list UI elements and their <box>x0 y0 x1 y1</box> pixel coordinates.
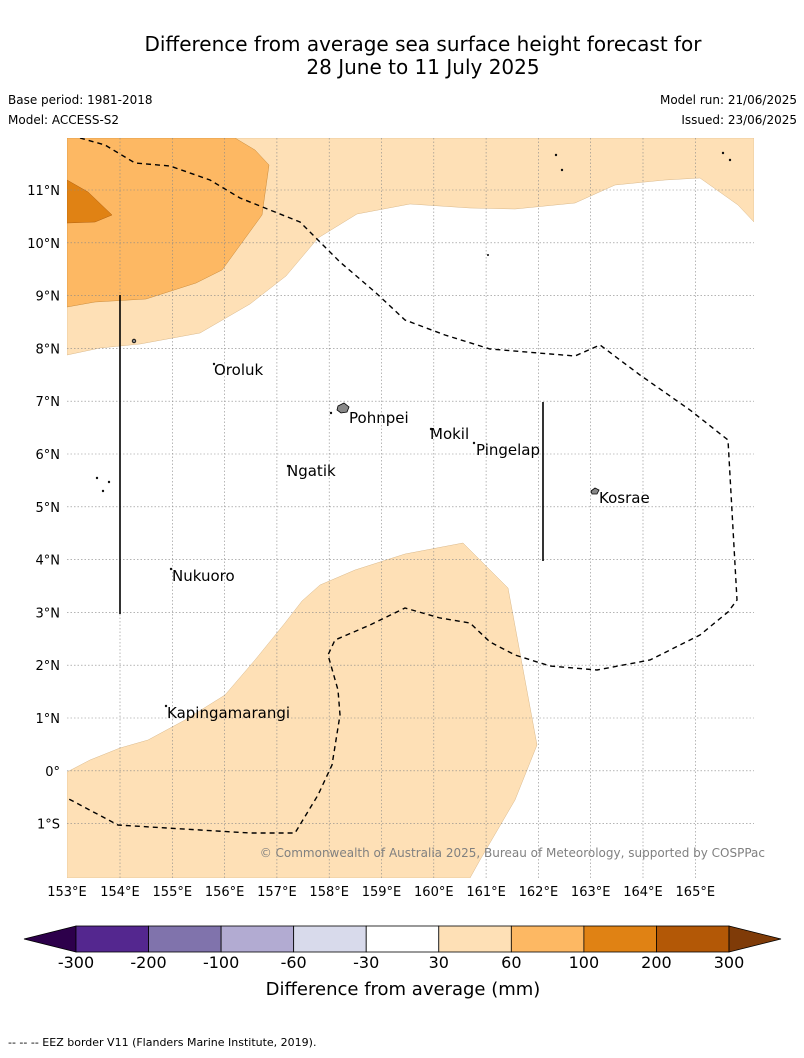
longitude-labels: 153°E 154°E 155°E 156°E 157°E 158°E 159°E 160°E… <box>47 885 715 900</box>
anomaly-region-60-100 <box>67 138 270 308</box>
colorbar-segment <box>656 925 730 953</box>
place-label-kosrae: Kosrae <box>599 489 650 507</box>
colorbar-tick-label: 300 <box>714 953 745 972</box>
lon-tick-label: 155°E <box>153 885 193 900</box>
lon-tick-label: 164°E <box>623 885 663 900</box>
latitude-labels: 11°N 10°N 9°N 8°N 7°N 6°N 5°N 4°N 3°N 2°N 1°N 0° 1°S <box>27 184 60 833</box>
place-labels: Oroluk Pohnpei Mokil Pingelap Ngatik Kos… <box>167 361 650 722</box>
small-island <box>560 168 564 172</box>
colorbar-over-arrow <box>728 925 782 953</box>
lon-tick-label: 156°E <box>205 885 245 900</box>
colorbar-segment <box>438 925 512 953</box>
small-island <box>486 253 489 256</box>
colorbar-tick-label: -300 <box>58 953 94 972</box>
islands <box>95 151 732 708</box>
nukuoro-atoll <box>169 567 173 571</box>
colorbar-segment <box>75 925 149 953</box>
colorbar-tick-label: -200 <box>130 953 166 972</box>
lon-tick-label: 165°E <box>676 885 716 900</box>
issued-date: Issued: 23/06/2025 <box>681 113 797 127</box>
colorbar-tick-labels: -300 -200 -100 -60 -30 30 60 100 200 300 <box>58 953 744 972</box>
small-island <box>107 480 111 484</box>
kapingamarangi-atoll <box>164 704 168 708</box>
lon-tick-label: 154°E <box>100 885 140 900</box>
place-label-kapingamarangi: Kapingamarangi <box>167 704 290 722</box>
colorbar-tick-label: 100 <box>569 953 600 972</box>
place-label-ngatik: Ngatik <box>287 462 336 480</box>
title-line-2: 28 June to 11 July 2025 <box>306 55 540 79</box>
colorbar-tick-label: 60 <box>501 953 521 972</box>
lat-tick-label: 0° <box>45 765 60 780</box>
pingelap-atoll <box>472 441 476 445</box>
eez-footnote: -- -- -- EEZ border V11 (Flanders Marine… <box>8 1036 317 1049</box>
colorbar-tick-label: 200 <box>641 953 672 972</box>
chart-title: Difference from average sea surface heig… <box>0 33 804 79</box>
model-name: Model: ACCESS-S2 <box>8 113 120 127</box>
pohnpei-island <box>336 402 350 414</box>
small-island <box>131 338 137 344</box>
lat-tick-label: 3°N <box>36 606 61 621</box>
lon-tick-label: 161°E <box>466 885 506 900</box>
small-island <box>728 158 732 162</box>
mokil-atoll <box>429 427 433 431</box>
base-period: Base period: 1981-2018 <box>8 93 153 107</box>
lat-tick-label: 6°N <box>36 448 61 463</box>
lat-tick-label: 1°N <box>36 712 61 727</box>
colorbar-segment <box>293 925 367 953</box>
lon-tick-label: 163°E <box>571 885 611 900</box>
small-island <box>721 151 725 155</box>
colorbar-tick-label: -100 <box>203 953 239 972</box>
ngatik-atoll <box>286 464 290 468</box>
eez-border-north <box>67 138 738 834</box>
kosrae-island <box>590 487 600 495</box>
title-line-1: Difference from average sea surface heig… <box>144 32 702 56</box>
lat-tick-label: 1°S <box>37 818 60 833</box>
small-island <box>101 489 105 493</box>
ant-atoll <box>329 411 333 415</box>
place-label-nukuoro: Nukuoro <box>172 567 235 585</box>
lon-tick-label: 162°E <box>519 885 559 900</box>
lon-tick-label: 153°E <box>47 885 87 900</box>
colorbar <box>23 925 782 953</box>
colorbar-segment <box>365 925 440 953</box>
place-label-oroluk: Oroluk <box>214 361 263 379</box>
lat-tick-label: 9°N <box>36 290 61 305</box>
colorbar-label: Difference from average (mm) <box>266 979 541 1000</box>
eez-borders <box>67 138 738 834</box>
lat-tick-label: 5°N <box>36 501 61 516</box>
lon-tick-label: 158°E <box>309 885 349 900</box>
lat-tick-label: 10°N <box>27 237 60 252</box>
map-copyright: © Commonwealth of Australia 2025, Bureau… <box>260 846 765 860</box>
model-run: Model run: 21/06/2025 <box>659 93 797 107</box>
colorbar-tick-label: 30 <box>429 953 449 972</box>
place-label-mokil: Mokil <box>430 425 469 443</box>
colorbar-under-arrow <box>23 925 77 953</box>
colorbar-segment <box>220 925 295 953</box>
colorbar-tick-label: -60 <box>281 953 307 972</box>
lat-tick-label: 2°N <box>36 659 61 674</box>
lon-tick-label: 159°E <box>362 885 402 900</box>
lon-tick-label: 160°E <box>414 885 454 900</box>
colorbar-segment <box>510 925 585 953</box>
small-island <box>95 476 99 480</box>
colorbar-segment <box>583 925 657 953</box>
gridlines <box>67 138 754 878</box>
lat-tick-label: 8°N <box>36 342 61 357</box>
contour-layer <box>67 138 754 878</box>
lat-tick-label: 11°N <box>27 184 60 199</box>
place-label-pingelap: Pingelap <box>476 441 540 459</box>
colorbar-segment <box>148 925 222 953</box>
lon-tick-label: 157°E <box>257 885 297 900</box>
colorbar-tick-label: -30 <box>353 953 379 972</box>
lat-tick-label: 4°N <box>36 554 61 569</box>
small-island <box>554 153 558 157</box>
place-label-pohnpei: Pohnpei <box>349 409 409 427</box>
oroluk-atoll <box>212 362 216 366</box>
lat-tick-label: 7°N <box>36 395 61 410</box>
